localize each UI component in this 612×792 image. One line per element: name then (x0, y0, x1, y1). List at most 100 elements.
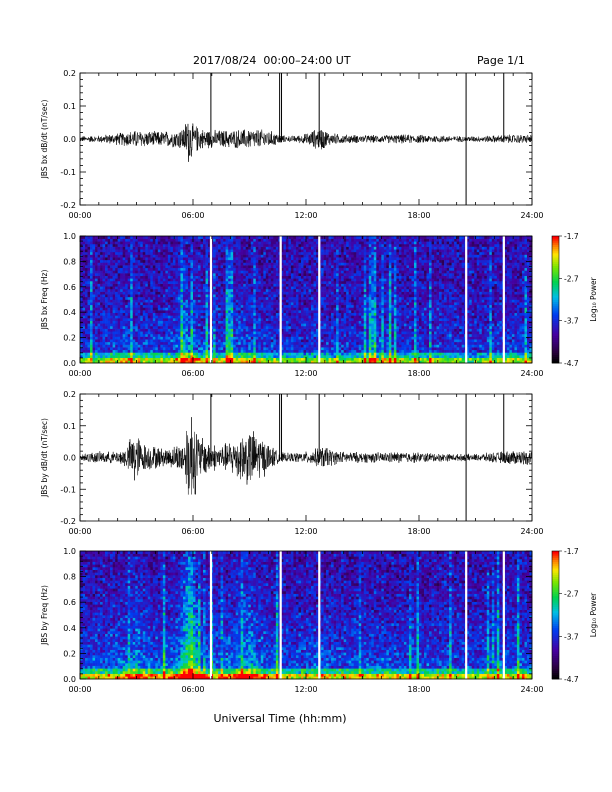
spectrogram-cell (303, 259, 307, 263)
spectrogram-cell (185, 331, 189, 335)
spectrogram-cell (220, 325, 224, 329)
spectrogram-cell (102, 307, 106, 311)
spectrogram-cell (180, 336, 184, 340)
spectrogram-cell (298, 304, 302, 308)
spectrogram-cell (238, 278, 242, 282)
spectrogram-cell (203, 296, 206, 300)
spectrogram-cell (82, 238, 86, 242)
spectrogram-cell (230, 328, 234, 332)
spectrogram-cell (298, 273, 302, 276)
spectrogram-cell (182, 302, 186, 306)
spectrogram-cell (273, 328, 277, 332)
spectrogram-cell (283, 249, 287, 253)
report-title: 2017/08/24 00:00–24:00 UT (193, 54, 351, 67)
spectrogram-cell (195, 280, 199, 284)
spectrogram-cell (145, 333, 149, 337)
spectrogram-cell (311, 236, 314, 239)
spectrogram-cell (120, 310, 123, 314)
spectrogram-cell (326, 280, 329, 284)
spectrogram-cell (258, 336, 262, 340)
spectrogram-cell (80, 280, 83, 284)
spectrogram-cell (87, 360, 91, 364)
spectrogram-cell (295, 347, 299, 351)
spectrogram-cell (326, 278, 329, 282)
spectrogram-cell (193, 307, 196, 311)
spectrogram-cell (180, 352, 184, 356)
spectrogram-cell (288, 283, 292, 287)
spectrogram-cell (321, 347, 324, 351)
spectrogram-cell (265, 349, 269, 353)
spectrogram-cell (280, 360, 284, 364)
spectrogram-cell (205, 328, 209, 332)
spectrogram-cell (162, 304, 166, 308)
spectrogram-cell (203, 352, 206, 356)
spectrogram-cell (240, 315, 244, 319)
spectrogram-cell (95, 310, 98, 314)
spectrogram-cell (122, 315, 126, 319)
spectrogram-cell (90, 325, 93, 329)
spectrogram-cell (290, 310, 294, 314)
spectrogram-cell (190, 357, 194, 361)
spectrogram-cell (308, 349, 312, 353)
spectrogram-cell (245, 312, 249, 316)
spectrogram-cell (112, 299, 116, 303)
spectrogram-cell (140, 259, 144, 263)
spectrogram-cell (87, 278, 91, 282)
spectrogram-cell (313, 262, 317, 266)
spectrogram-cell (205, 249, 209, 253)
spectrogram-cell (157, 318, 161, 321)
spectrogram-cell (245, 257, 249, 261)
spectrogram-cell (248, 307, 252, 311)
spectrogram-cell (185, 302, 189, 306)
spectrogram-cell (195, 352, 199, 356)
spectrogram-cell (182, 296, 186, 300)
spectrogram-cell (80, 318, 83, 321)
spectrogram-cell (230, 294, 234, 298)
spectrogram-cell (135, 323, 139, 327)
spectrogram-cell (248, 310, 252, 314)
spectrogram-cell (198, 249, 201, 253)
spectrogram-cell (225, 243, 229, 247)
spectrogram-cell (105, 312, 108, 316)
spectrogram-cell (117, 349, 121, 353)
spectrogram-cell (213, 288, 216, 292)
spectrogram-cell (306, 283, 309, 287)
spectrogram-cell (285, 344, 289, 348)
spectrogram-cell (137, 275, 141, 279)
spectrogram-cell (233, 241, 236, 245)
spectrogram-cell (185, 352, 189, 356)
spectrogram-cell (265, 254, 269, 258)
spectrogram-cell (160, 259, 164, 263)
spectrogram-cell (243, 344, 247, 348)
spectrogram-cell (308, 333, 312, 337)
spectrogram-cell (203, 339, 206, 343)
spectrogram-cell (155, 259, 159, 263)
spectrogram-cell (132, 333, 136, 337)
spectrogram-cell (135, 299, 139, 303)
spectrogram-cell (187, 294, 191, 298)
spectrogram-cell (92, 312, 96, 316)
spectrogram-cell (102, 315, 106, 319)
spectrogram-cell (175, 299, 179, 303)
spectrogram-cell (132, 347, 136, 351)
spectrogram-cell (180, 251, 184, 255)
spectrogram-cell (295, 323, 299, 327)
spectrogram-cell (311, 296, 314, 300)
spectrogram-cell (195, 333, 199, 337)
spectrogram-cell (167, 357, 171, 361)
spectrogram-cell (243, 283, 247, 287)
spectrogram-cell (110, 267, 113, 271)
spectrogram-cell (263, 310, 267, 314)
spectrogram-cell (290, 294, 294, 298)
spectrogram-cell (170, 325, 174, 329)
spectrogram-cell (87, 336, 91, 340)
spectrogram-cell (243, 288, 247, 292)
spectrogram-cell (140, 275, 144, 279)
spectrogram-cell (190, 312, 194, 316)
spectrogram-cell (162, 291, 166, 295)
spectrogram-cell (258, 267, 262, 271)
spectrogram-cell (313, 347, 317, 351)
spectrogram-cell (300, 320, 304, 324)
spectrogram-cell (100, 262, 103, 266)
spectrogram-cell (92, 333, 96, 337)
